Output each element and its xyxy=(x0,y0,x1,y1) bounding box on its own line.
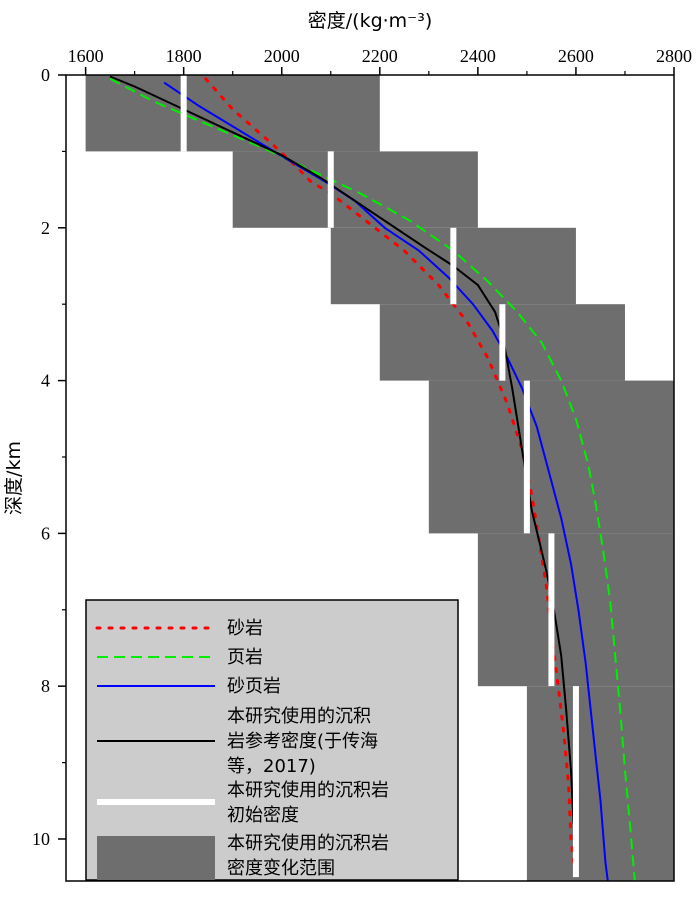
x-tick-label: 2600 xyxy=(558,46,594,66)
x-tick-label: 1800 xyxy=(166,46,202,66)
x-tick-label: 2800 xyxy=(656,46,692,66)
legend-label: 页岩 xyxy=(227,647,263,668)
x-tick-label: 2400 xyxy=(460,46,496,66)
legend-label: 砂岩 xyxy=(227,618,263,639)
y-tick-label: 8 xyxy=(41,676,50,696)
x-axis-title: 密度/(kg·m⁻³) xyxy=(308,10,432,32)
y-tick-label: 2 xyxy=(41,218,50,238)
legend-label: 本研究使用的沉积 xyxy=(227,706,371,727)
y-axis-title: 深度/km xyxy=(3,441,25,515)
legend-item-sandy_shale: 砂页岩 xyxy=(97,676,281,697)
range-block-4 xyxy=(428,380,674,534)
y-tick-label: 10 xyxy=(32,829,50,849)
legend-label: 等，2017) xyxy=(227,756,316,777)
legend-label: 本研究使用的沉积岩 xyxy=(227,833,389,854)
legend-label: 初始密度 xyxy=(227,805,299,826)
legend-label: 砂页岩 xyxy=(227,676,281,697)
y-tick-label: 0 xyxy=(41,65,50,85)
legend-label: 密度变化范围 xyxy=(227,858,335,879)
legend-label: 本研究使用的沉积岩 xyxy=(227,780,389,801)
range-block-1 xyxy=(232,151,478,228)
range-block-6 xyxy=(526,686,674,881)
x-tick-label: 2200 xyxy=(362,46,398,66)
y-tick-label: 4 xyxy=(41,371,50,391)
x-tick-label: 2000 xyxy=(264,46,300,66)
legend-item-shale: 页岩 xyxy=(97,647,263,668)
initial-density-segments xyxy=(180,75,579,878)
plot-frame xyxy=(65,74,675,882)
x-tick-label: 1600 xyxy=(68,46,104,66)
legend-swatch-range_fill xyxy=(97,836,215,880)
legend-item-sandstone: 砂岩 xyxy=(95,618,263,639)
y-tick-label: 6 xyxy=(41,523,50,543)
range-block-5 xyxy=(477,533,674,687)
range-block-0 xyxy=(85,75,380,152)
legend-label: 岩参考密度(于传海 xyxy=(227,731,378,752)
legend: 砂岩页岩砂页岩本研究使用的沉积岩参考密度(于传海等，2017)本研究使用的沉积岩… xyxy=(85,599,459,881)
axes: 1600 1800 2000 2200 2400 2600 2800 0 2 4 6 8 10 密度/(k… xyxy=(3,10,692,882)
